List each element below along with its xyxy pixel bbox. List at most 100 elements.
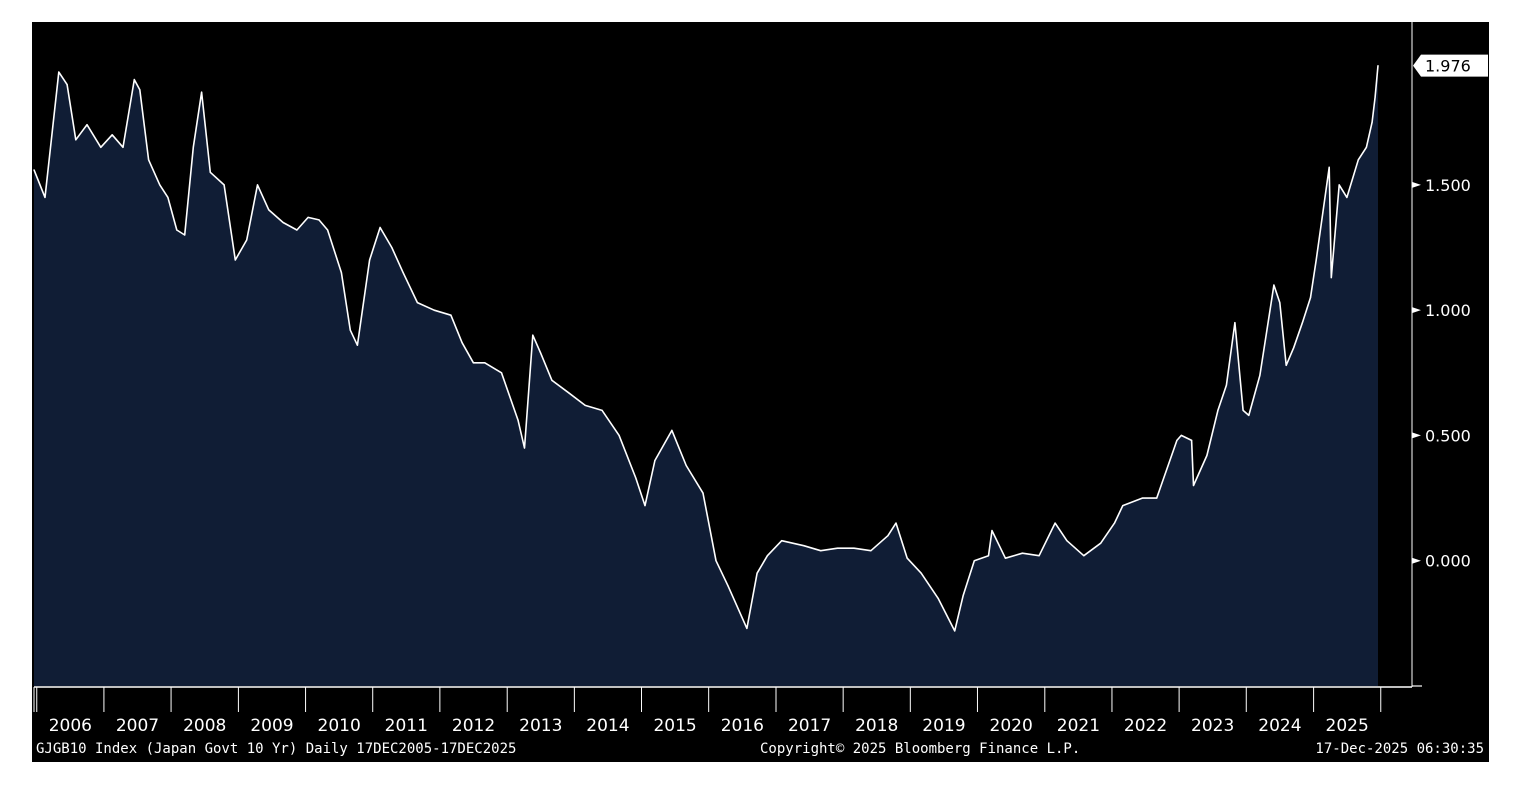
y-tick-label: 1.500: [1425, 176, 1471, 195]
data-point: [349, 329, 351, 331]
data-point: [887, 535, 889, 537]
data-point: [500, 372, 503, 374]
data-point: [148, 159, 150, 161]
x-axis: 2006 2007 2008 2009 2010 2011 2012 2013 2014 2015…: [33, 686, 1412, 736]
data-point: [870, 550, 872, 552]
data-point: [539, 352, 542, 354]
data-point: [1279, 302, 1281, 304]
data-point: [1377, 65, 1379, 67]
x-tick-label: 2023: [1191, 716, 1234, 736]
data-point: [973, 560, 975, 562]
data-point: [318, 219, 320, 221]
data-point: [307, 216, 309, 218]
x-tick-label: 2020: [990, 716, 1033, 736]
data-point: [100, 146, 102, 148]
data-point: [584, 404, 586, 406]
data-point: [1217, 409, 1219, 411]
data-point: [1330, 277, 1332, 279]
data-point: [159, 184, 161, 186]
data-point: [1083, 555, 1085, 557]
copyright-text: Copyright© 2025 Bloomberg Finance L.P.: [760, 741, 1081, 757]
data-point: [1374, 96, 1376, 98]
data-point: [836, 547, 839, 549]
last-value-label: 1.976: [1425, 57, 1471, 76]
data-point: [954, 630, 956, 632]
data-point: [461, 342, 463, 344]
data-point: [176, 229, 178, 231]
index-description: GJGB10 Index (Japan Govt 10 Yr) Daily 17…: [36, 741, 517, 757]
data-point: [803, 545, 805, 547]
data-point: [654, 459, 656, 462]
last-value-marker: 1.976: [1413, 54, 1488, 77]
data-point: [906, 557, 908, 559]
data-point: [1180, 434, 1182, 436]
data-point: [1273, 284, 1275, 286]
y-axis: 1.500 1.000 0.500 0.000: [1411, 22, 1471, 687]
x-tick-label: 2009: [250, 716, 293, 736]
x-tick-label: 2010: [318, 716, 361, 736]
data-point: [1248, 414, 1250, 416]
x-tick-label: 2008: [183, 716, 226, 736]
x-tick-label: 2021: [1057, 716, 1100, 736]
data-point: [551, 379, 553, 381]
data-point: [1141, 497, 1143, 499]
data-point: [86, 124, 88, 126]
x-tick-label: 2012: [452, 716, 495, 736]
data-point: [1315, 259, 1317, 261]
data-point: [192, 146, 194, 148]
data-point: [853, 547, 855, 549]
y-tick-label: 1.000: [1425, 301, 1471, 320]
data-point: [379, 226, 381, 229]
data-point: [991, 530, 993, 532]
data-point: [1285, 364, 1287, 366]
x-tick-label: 2015: [653, 716, 696, 736]
last-value-badge: [1413, 54, 1488, 77]
data-point: [433, 309, 435, 311]
area-layer: [34, 65, 1378, 687]
data-point: [268, 209, 270, 211]
data-point: [1206, 454, 1208, 457]
data-point: [1192, 484, 1195, 487]
data-point: [635, 477, 637, 479]
data-point: [122, 146, 124, 148]
data-point: [618, 434, 620, 436]
timestamp: 17-Dec-2025 06:30:35: [1315, 741, 1484, 757]
data-point: [450, 314, 452, 316]
data-point: [1259, 374, 1261, 376]
data-point: [1338, 184, 1340, 186]
x-tick-label: 2011: [385, 716, 428, 736]
x-tick-label: 2017: [788, 716, 831, 736]
line-layer: [33, 65, 1379, 632]
data-point: [820, 550, 822, 552]
y-tick-mark: [1412, 432, 1421, 439]
data-point: [484, 362, 486, 364]
data-point: [44, 196, 46, 198]
data-point: [766, 555, 769, 557]
data-point: [327, 229, 329, 231]
data-point: [962, 595, 964, 597]
data-point: [209, 171, 211, 173]
data-point: [781, 540, 783, 542]
x-tick-label: 2006: [49, 716, 92, 736]
data-point: [1346, 196, 1348, 198]
data-point: [987, 555, 990, 557]
data-point: [601, 409, 603, 411]
data-point: [1365, 146, 1367, 148]
data-point: [1122, 505, 1124, 507]
data-point: [167, 196, 169, 198]
data-point: [1301, 322, 1303, 324]
data-point: [1004, 557, 1007, 559]
data-point: [1021, 552, 1024, 554]
data-point: [1309, 297, 1312, 299]
data-point: [1225, 384, 1227, 386]
data-point: [1357, 159, 1359, 161]
x-tick-label: 2022: [1124, 716, 1167, 736]
data-point: [402, 272, 404, 274]
data-point: [33, 169, 35, 171]
data-point: [644, 505, 646, 507]
data-point: [523, 447, 526, 449]
data-point: [246, 239, 248, 241]
data-point: [1054, 522, 1056, 524]
